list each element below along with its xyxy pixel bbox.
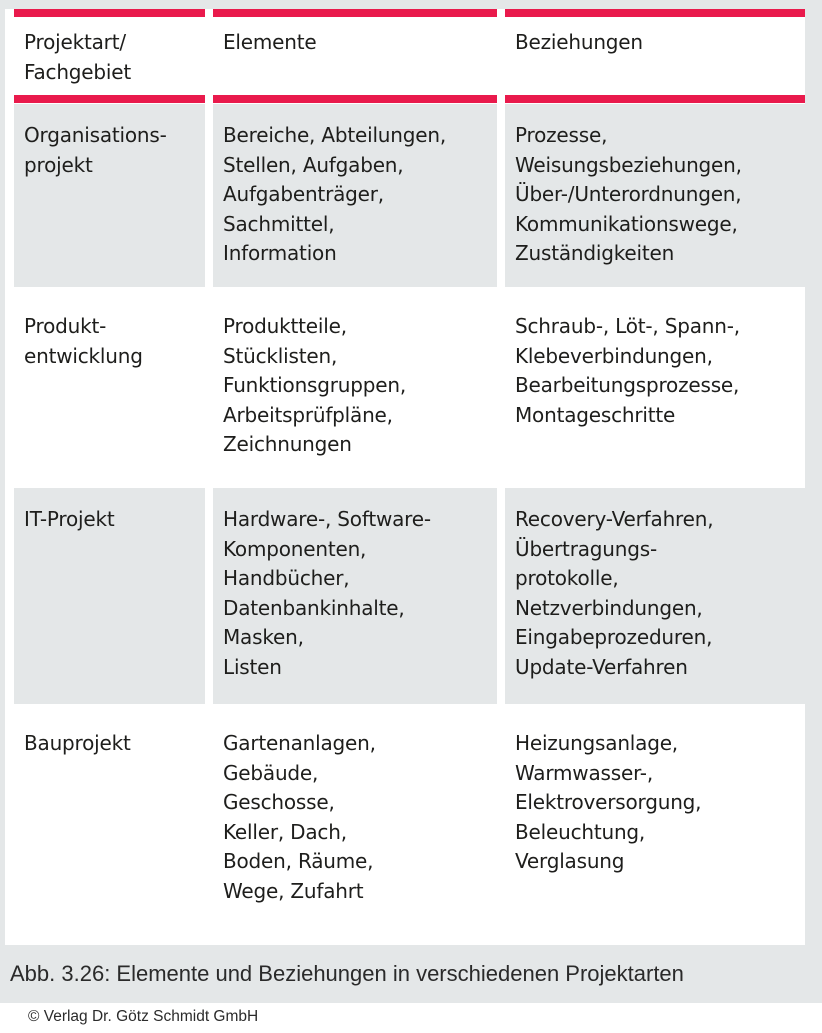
page-margin-right: [805, 9, 822, 945]
cell-projektart: Produkt- entwicklung: [14, 295, 205, 480]
cell-beziehungen: Heizungsanlage, Warmwasser-, Elektrovers…: [505, 712, 805, 927]
cell-projektart: Organisations- projekt: [14, 104, 205, 287]
table-row-organisationsprojekt: Organisations- projekt Bereiche, Abteilu…: [14, 104, 805, 287]
table-top-rule: [14, 9, 805, 17]
top-rule-segment: [14, 9, 205, 17]
table-header-rule: [14, 95, 805, 103]
projektarten-table: Projektart/ Fachgebiet Elemente Beziehun…: [14, 9, 805, 927]
page-margin-top: [0, 0, 822, 9]
header-rule-segment: [14, 95, 205, 103]
figure-caption: Abb. 3.26: Elemente und Beziehungen in v…: [0, 945, 822, 1003]
cell-elemente: Bereiche, Abteilungen, Stellen, Aufgaben…: [213, 104, 497, 287]
cell-projektart: Bauprojekt: [14, 712, 205, 927]
header-rule-segment: [213, 95, 497, 103]
page-margin-left: [0, 9, 5, 945]
cell-beziehungen: Schraub-, Löt-, Spann-, Klebeverbindunge…: [505, 295, 805, 480]
header-beziehungen: Beziehungen: [505, 17, 805, 95]
table-row-produktentwicklung: Produkt- entwicklung Produktteile, Stück…: [14, 295, 805, 480]
header-elemente: Elemente: [213, 17, 497, 95]
cell-projektart: IT-Projekt: [14, 488, 205, 704]
header-projektart-fachgebiet: Projektart/ Fachgebiet: [14, 17, 205, 95]
cell-beziehungen: Recovery-Verfahren, Übertragungs- protok…: [505, 488, 805, 704]
top-rule-segment: [505, 9, 805, 17]
cell-elemente: Hardware-, Software- Komponenten, Handbü…: [213, 488, 497, 704]
table-row-bauprojekt: Bauprojekt Gartenanlagen, Gebäude, Gesch…: [14, 712, 805, 927]
cell-elemente: Gartenanlagen, Gebäude, Geschosse, Kelle…: [213, 712, 497, 927]
cell-elemente: Produktteile, Stücklisten, Funktionsgrup…: [213, 295, 497, 480]
copyright-notice: © Verlag Dr. Götz Schmidt GmbH: [28, 1003, 259, 1031]
top-rule-segment: [213, 9, 497, 17]
header-rule-segment: [505, 95, 805, 103]
table-header-row: Projektart/ Fachgebiet Elemente Beziehun…: [14, 17, 805, 95]
cell-beziehungen: Prozesse, Weisungsbeziehungen, Über-/Unt…: [505, 104, 805, 287]
table-row-it-projekt: IT-Projekt Hardware-, Software- Komponen…: [14, 488, 805, 704]
